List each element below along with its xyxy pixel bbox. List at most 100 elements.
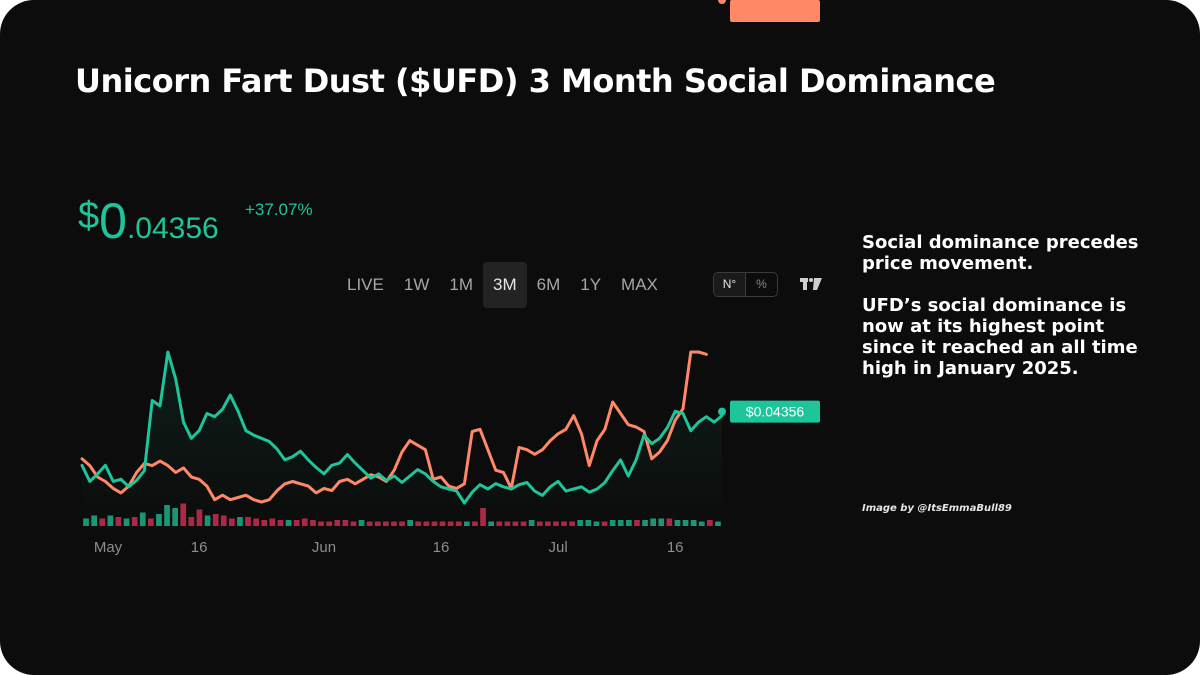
volume-bar: [666, 518, 673, 526]
volume-bar: [536, 521, 543, 526]
price-decimals: .04356: [126, 212, 219, 245]
volume-bar: [212, 514, 219, 526]
volume-bar: [496, 521, 503, 526]
volume-bar: [383, 521, 389, 526]
range-1m-button[interactable]: 1M: [449, 275, 473, 294]
x-tick-label: 16: [667, 539, 684, 556]
volume-bar: [164, 505, 170, 526]
dominance-line: [80, 350, 708, 504]
volume-bar: [415, 521, 422, 526]
volume-bar: [220, 515, 227, 526]
volume-bar: [617, 520, 624, 526]
volume-bar: [423, 521, 430, 526]
tradingview-logo-icon[interactable]: [800, 278, 822, 291]
volume-bar: [293, 520, 300, 526]
volume-bar: [431, 521, 438, 526]
volume-bar: [707, 520, 713, 526]
commentary-paragraph-2: UFD’s social dominance is now at its hig…: [862, 295, 1138, 379]
volume-bar: [366, 521, 373, 526]
volume-bar: [480, 508, 486, 526]
volume-bar: [715, 521, 721, 526]
volume-bar: [269, 518, 276, 526]
volume-bar: [577, 520, 584, 526]
volume-bar: [626, 520, 632, 526]
x-tick-label: 16: [191, 539, 208, 556]
volume-bar: [472, 521, 478, 526]
range-6m-button[interactable]: 6M: [536, 275, 561, 294]
volume-bar: [123, 518, 130, 526]
x-tick-label: Jul: [549, 539, 568, 556]
volume-bar: [698, 521, 705, 526]
volume-bar: [569, 521, 575, 526]
volume-bar: [318, 521, 324, 526]
price-end-dot: [718, 407, 726, 416]
price-label-box: [730, 400, 820, 423]
volume-bar: [690, 520, 697, 526]
volume-bar: [439, 521, 446, 526]
volume-bar: [229, 518, 235, 526]
volume-bar: [261, 520, 268, 526]
commentary-paragraph-1: Social dominance precedes price movement…: [862, 232, 1139, 274]
volume-bar: [593, 521, 600, 526]
volume-bar: [188, 517, 195, 526]
volume-bar: [399, 521, 405, 526]
volume-bar: [115, 517, 122, 526]
volume-bar: [634, 520, 640, 526]
volume-bar: [658, 518, 665, 526]
volume-bar: [204, 515, 211, 526]
range-max-button[interactable]: MAX: [621, 275, 658, 294]
volume-bar: [601, 521, 608, 526]
scale-toggle: N° %: [713, 272, 778, 297]
volume-bar: [310, 520, 316, 526]
x-tick-label: Jun: [312, 539, 336, 556]
volume-bar: [342, 520, 349, 526]
volume-bar: [358, 520, 365, 526]
volume-bar: [148, 518, 154, 526]
volume-bar: [561, 521, 567, 526]
volume-bar: [180, 503, 187, 526]
volume-bar: [391, 521, 397, 526]
scale-number-button[interactable]: N°: [714, 273, 746, 296]
price-change: +37.07%: [245, 200, 313, 219]
volume-bar: [91, 515, 97, 526]
volume-bars: [83, 503, 721, 526]
volume-bar: [504, 521, 511, 526]
image-credit: Image by @ItsEmmaBull89: [862, 503, 1012, 514]
volume-bar: [642, 520, 648, 526]
volume-bar: [553, 521, 559, 526]
price-area-fill: [82, 352, 722, 525]
volume-bar: [488, 521, 494, 526]
volume-bar: [374, 521, 381, 526]
x-tick-label: May: [94, 539, 123, 556]
dominance-last-value: 0.65%: [755, 0, 795, 3]
volume-bar: [156, 514, 162, 526]
volume-bar: [196, 509, 203, 526]
volume-bar: [682, 520, 689, 526]
price-last-value: $0.04356: [746, 404, 805, 420]
volume-bar: [407, 520, 413, 526]
time-range-selector: LIVE 1W 1M 3M 6M 1Y MAX: [337, 262, 668, 308]
volume-bar: [520, 521, 527, 526]
volume-bar: [334, 520, 341, 526]
volume-bar: [585, 520, 592, 526]
price-whole: 0: [99, 193, 127, 249]
volume-bar: [674, 520, 681, 526]
volume-bar: [172, 508, 178, 526]
volume-bar: [528, 520, 535, 526]
volume-bar: [245, 517, 251, 526]
current-price: $0.04356: [78, 192, 219, 250]
volume-bar: [545, 521, 551, 526]
range-3m-button[interactable]: 3M: [482, 262, 527, 308]
volume-bar: [464, 521, 470, 526]
volume-bar: [277, 520, 284, 526]
scale-percent-button[interactable]: %: [756, 277, 767, 291]
range-1y-button[interactable]: 1Y: [580, 275, 602, 294]
volume-bar: [83, 518, 89, 526]
range-1w-button[interactable]: 1W: [403, 275, 430, 294]
volume-bar: [447, 521, 454, 526]
range-live-button[interactable]: LIVE: [347, 275, 384, 294]
volume-bar: [350, 521, 357, 526]
volume-bar: [285, 520, 292, 526]
volume-bar: [650, 518, 656, 526]
